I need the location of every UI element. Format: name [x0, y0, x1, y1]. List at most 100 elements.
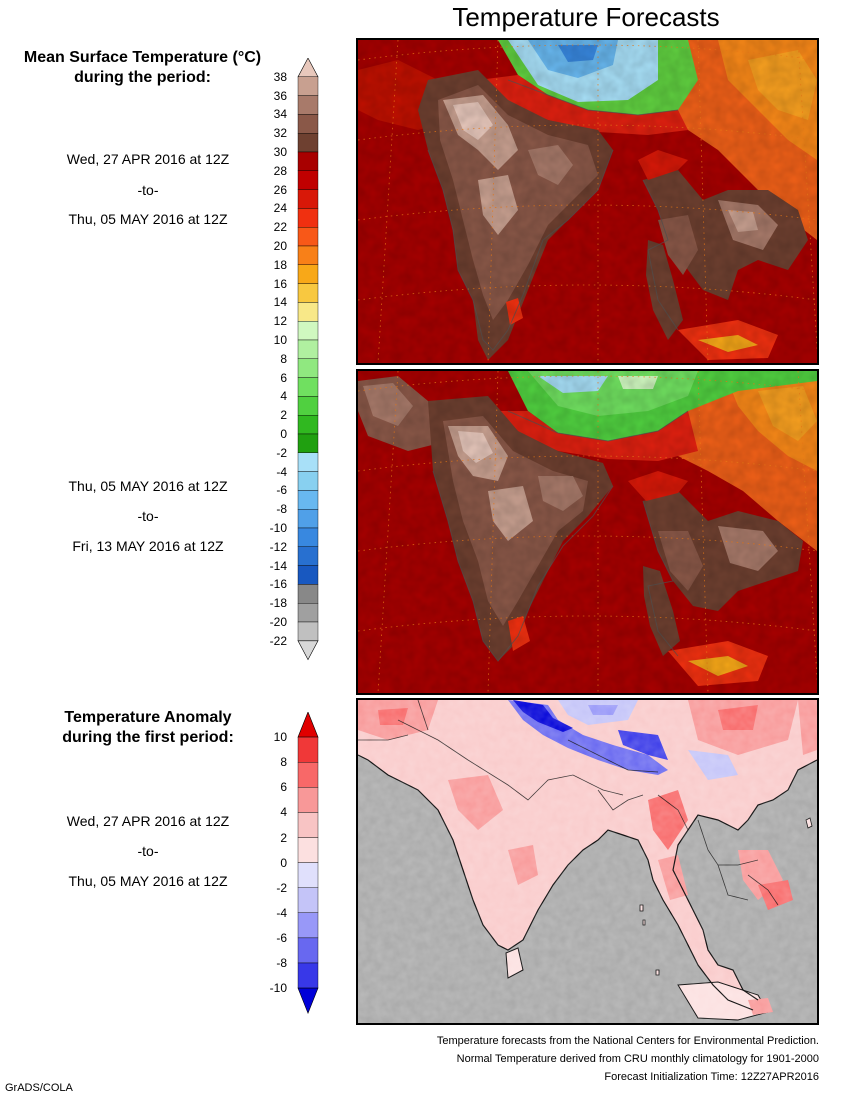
mean-colorbar-tick-label: -18 — [269, 596, 287, 611]
mean-colorbar-segment — [297, 358, 319, 378]
mean-colorbar-segment — [297, 377, 319, 397]
mean-colorbar-segment — [297, 302, 319, 322]
anomaly-colorbar-tick-label: -2 — [276, 880, 287, 895]
mean-colorbar-segment — [297, 527, 319, 547]
mean-colorbar-tick-label: -22 — [269, 633, 287, 648]
mean-colorbar-tick-label: 30 — [273, 145, 287, 159]
anomaly-heading-line2: during the first period: — [62, 729, 234, 746]
anomaly-heading: Temperature Anomaly during the first per… — [28, 708, 268, 748]
mean-colorbar-tick-label: 4 — [280, 389, 287, 404]
period1-separator: -to- — [137, 182, 159, 198]
mean-colorbar-tick-label: 18 — [273, 257, 287, 272]
mean-colorbar-segment — [297, 509, 319, 529]
mean-colorbar-tick-label: -2 — [276, 445, 287, 460]
grads-credit: GrADS/COLA — [5, 1082, 73, 1094]
anomaly-colorbar-tick-label: -4 — [276, 905, 287, 920]
mean-colorbar-segment — [297, 396, 319, 416]
anomaly-colorbar-segment — [297, 912, 319, 939]
period2-start: Thu, 05 MAY 2016 at 12Z — [68, 478, 228, 494]
mean-colorbar-tick-label: 20 — [273, 239, 287, 253]
mean-heading-line2: during the period: — [74, 69, 211, 86]
mean-colorbar-tick-label: 14 — [273, 295, 287, 310]
mean-colorbar-tick-label: 36 — [273, 88, 287, 103]
footer-credits: Temperature forecasts from the National … — [437, 1032, 819, 1086]
period1-start: Wed, 27 APR 2016 at 12Z — [66, 151, 230, 167]
mean-colorbar-segment — [297, 339, 319, 359]
anomaly-colorbar-top-arrow — [297, 712, 319, 738]
mean-colorbar-tick-label: -10 — [269, 521, 287, 535]
mean-colorbar-segment — [297, 264, 319, 284]
mean-colorbar-segment — [297, 208, 319, 228]
anomaly-colorbar-segment — [297, 837, 319, 863]
temperature-anomaly-map — [356, 698, 819, 1025]
anomaly-colorbar-tick-label: 2 — [280, 830, 287, 845]
mean-colorbar-tick-label: 2 — [280, 408, 287, 423]
mean-temperature-map-period1 — [356, 38, 819, 365]
mean-colorbar-tick-label: 10 — [273, 333, 287, 347]
mean-colorbar-segment — [297, 490, 319, 510]
anomaly-colorbar-segment — [297, 762, 319, 788]
anomaly-colorbar-tick-label: 0 — [280, 855, 287, 870]
mean-colorbar-tick-label: -4 — [276, 464, 287, 479]
footer-line1: Temperature forecasts from the National … — [436, 1035, 819, 1047]
mean-colorbar-segment — [297, 226, 319, 247]
footer-line2: Normal Temperature derived from CRU mont… — [456, 1053, 819, 1065]
anomaly-colorbar-tick-label: 10 — [273, 730, 287, 745]
mean-colorbar-segment — [297, 565, 319, 585]
anomaly-colorbar-tick-label: -8 — [276, 956, 287, 970]
mean-colorbar-tick-label: 8 — [280, 351, 287, 366]
mean-temperature-heading: Mean Surface Temperature (°C) during the… — [5, 48, 280, 88]
page-title: Temperature Forecasts — [452, 2, 720, 32]
mean-colorbar-tick-label: 6 — [280, 370, 287, 385]
map-period1-graphic — [358, 40, 817, 363]
mean-colorbar-tick-label: 16 — [273, 276, 287, 291]
mean-colorbar-tick-label: 0 — [280, 427, 287, 441]
mean-colorbar-segment — [297, 452, 319, 472]
mean-colorbar-top-arrow — [297, 58, 319, 78]
anomaly-heading-line1: Temperature Anomaly — [64, 709, 232, 726]
period2-end: Fri, 13 MAY 2016 at 12Z — [72, 538, 224, 554]
mean-temperature-colorbar — [297, 58, 319, 661]
mean-temperature-map-period2 — [356, 369, 819, 695]
anomaly-colorbar-segment — [297, 736, 319, 763]
mean-colorbar-segment — [297, 415, 319, 435]
mean-colorbar-segment — [297, 603, 319, 623]
mean-colorbar-segment — [297, 151, 319, 171]
anomaly-colorbar-tick-label: 6 — [280, 780, 287, 795]
anomaly-map-graphic — [358, 700, 817, 1023]
period2-separator: -to- — [137, 508, 159, 524]
anomaly-colorbar-bottom-arrow — [297, 987, 319, 1014]
mean-colorbar-segment — [297, 114, 319, 134]
mean-colorbar-segment — [297, 76, 319, 96]
mean-colorbar-tick-label: -6 — [276, 483, 287, 498]
mean-heading-line1: Mean Surface Temperature (°C) — [23, 49, 262, 66]
footer-line3: Forecast Initialization Time: 12Z27APR20… — [604, 1071, 819, 1083]
mean-colorbar-segment — [297, 283, 319, 303]
map-period2-graphic — [358, 371, 817, 693]
anomaly-colorbar-segment — [297, 887, 319, 913]
mean-colorbar-segment — [297, 245, 319, 265]
mean-colorbar-tick-label: -14 — [269, 558, 287, 573]
anomaly-colorbar — [297, 712, 319, 1014]
mean-colorbar-tick-label: 24 — [273, 201, 287, 216]
mean-colorbar-tick-label: -8 — [276, 502, 287, 517]
mean-colorbar-segment — [297, 621, 319, 641]
anomaly-period-start: Wed, 27 APR 2016 at 12Z — [66, 813, 230, 829]
mean-colorbar-tick-label: 38 — [273, 69, 287, 84]
mean-colorbar-tick-label: 34 — [273, 107, 287, 122]
mean-colorbar-bottom-arrow — [297, 640, 319, 661]
anomaly-colorbar-tick-label: -10 — [269, 981, 287, 996]
mean-colorbar-segment — [297, 132, 319, 153]
mean-colorbar-segment — [297, 584, 319, 604]
mean-colorbar-segment — [297, 546, 319, 566]
mean-colorbar-tick-label: 26 — [273, 182, 287, 197]
mean-colorbar-tick-label: -12 — [269, 539, 287, 554]
mean-colorbar-tick-label: -16 — [269, 577, 287, 592]
anomaly-colorbar-segment — [297, 862, 319, 888]
mean-colorbar-segment — [297, 189, 319, 209]
anomaly-colorbar-segment — [297, 812, 319, 838]
mean-colorbar-tick-label: 28 — [273, 163, 287, 178]
anomaly-period-separator: -to- — [137, 843, 159, 859]
anomaly-colorbar-tick-label: -6 — [276, 930, 287, 945]
mean-colorbar-segment — [297, 471, 319, 491]
